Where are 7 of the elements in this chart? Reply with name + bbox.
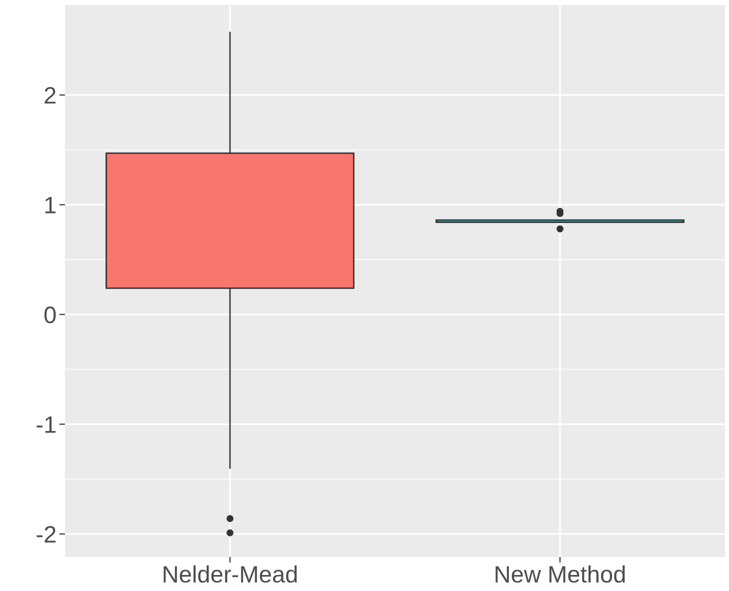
y-tick-label: 0 [44, 306, 56, 324]
x-tick-label: Nelder-Mead [164, 565, 297, 583]
y-tick-label: 1 [45, 197, 56, 214]
y-tick-label: -2 [36, 526, 56, 543]
x-tick-label: New Method [496, 565, 625, 583]
y-tick-label: -1 [36, 416, 56, 433]
y-tick-label: 2 [44, 87, 56, 104]
